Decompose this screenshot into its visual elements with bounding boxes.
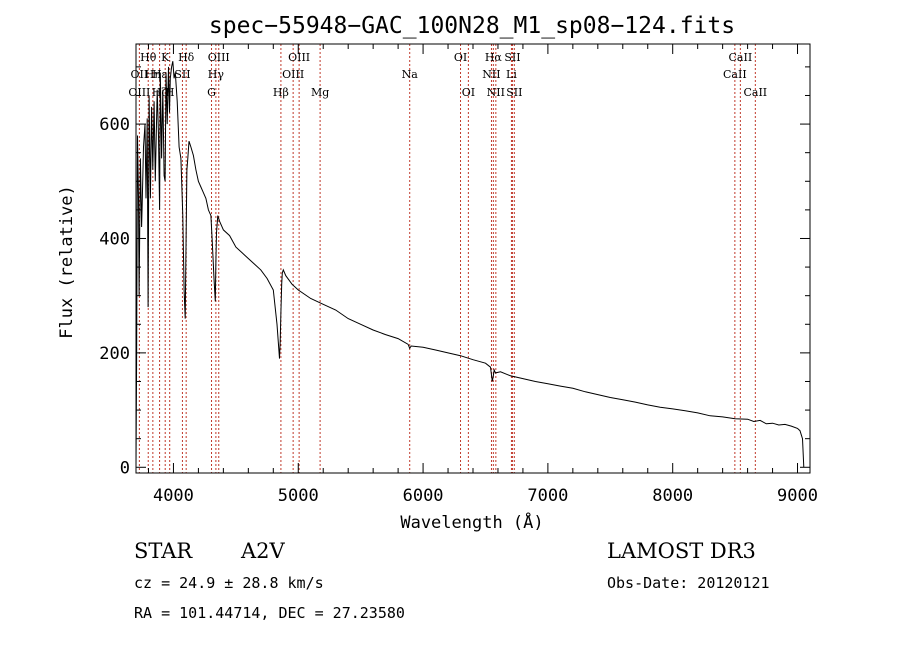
spectral-line-label: CaII [723, 68, 747, 81]
spectral-line-label: OI [454, 51, 467, 64]
y-tick-label: 0 [120, 458, 130, 478]
spectral-lines-layer [138, 44, 756, 473]
spectral-line-label: Hε [152, 68, 168, 81]
spectral-line-label: OI [462, 86, 475, 99]
x-tick-label: 9000 [777, 486, 818, 506]
spectral-line-label: NII [487, 86, 505, 99]
spectral-line-label: SII [504, 51, 520, 64]
spectral-line-label: SII [506, 86, 522, 99]
x-axis: 4000 5000 6000 7000 8000 9000 [147, 44, 818, 506]
spectral-line-label: Hδ [178, 51, 195, 64]
y-axis-label: Flux (relative) [57, 185, 77, 339]
object-subclass: A2V [241, 539, 285, 563]
spectral-line-label: CaII [729, 51, 753, 64]
spectral-line-label: Hγ [208, 68, 225, 81]
spectral-line-label: OIII [288, 51, 310, 64]
survey-name: LAMOST DR3 [607, 539, 756, 563]
spectral-line-label: NII [482, 68, 500, 81]
spectral-line-label: SII [174, 68, 190, 81]
spectral-line-label: Na [402, 68, 419, 81]
spectral-line-label: Hθ [140, 51, 157, 64]
spectral-line-label: CaII [743, 86, 767, 99]
y-tick-label: 200 [99, 344, 130, 364]
x-tick-label: 6000 [403, 486, 444, 506]
coordinates: RA = 101.44714, DEC = 27.23580 [134, 604, 405, 622]
spectral-line-label: OIII [208, 51, 230, 64]
x-axis-label: Wavelength (Å) [400, 511, 543, 533]
spectral-line-label: Hη [145, 68, 161, 81]
plot-frame [135, 43, 811, 474]
spectral-line-label: Hα [485, 51, 503, 64]
y-axis: 0 200 400 600 [99, 66, 810, 478]
spectral-line-label: K [161, 51, 170, 64]
y-tick-label: 400 [99, 229, 130, 249]
spectral-line-label: Hβ [273, 86, 289, 99]
spectral-line-label: G [207, 86, 216, 99]
obs-date: Obs-Date: 20120121 [607, 574, 770, 592]
spectral-line-label: Mg [311, 86, 329, 99]
x-tick-label: 5000 [278, 486, 319, 506]
x-tick-label: 8000 [652, 486, 693, 506]
spectrum-line [135, 61, 805, 468]
spectral-line-label: OIII [128, 86, 150, 99]
chart-title: spec−55948−GAC_100N28_M1_sp08−124.fits [209, 13, 735, 39]
redshift-value: cz = 24.9 ± 28.8 km/s [134, 574, 324, 592]
spectral-line-label: OIII [282, 68, 304, 81]
object-type: STAR [134, 539, 193, 563]
spectral-line-label: OII [131, 68, 149, 81]
spectral-line-label: Li [506, 68, 517, 81]
spectral-line-label: Hζ [152, 86, 168, 99]
x-tick-label: 4000 [153, 486, 194, 506]
y-tick-label: 600 [99, 115, 130, 135]
x-tick-label: 7000 [527, 486, 568, 506]
